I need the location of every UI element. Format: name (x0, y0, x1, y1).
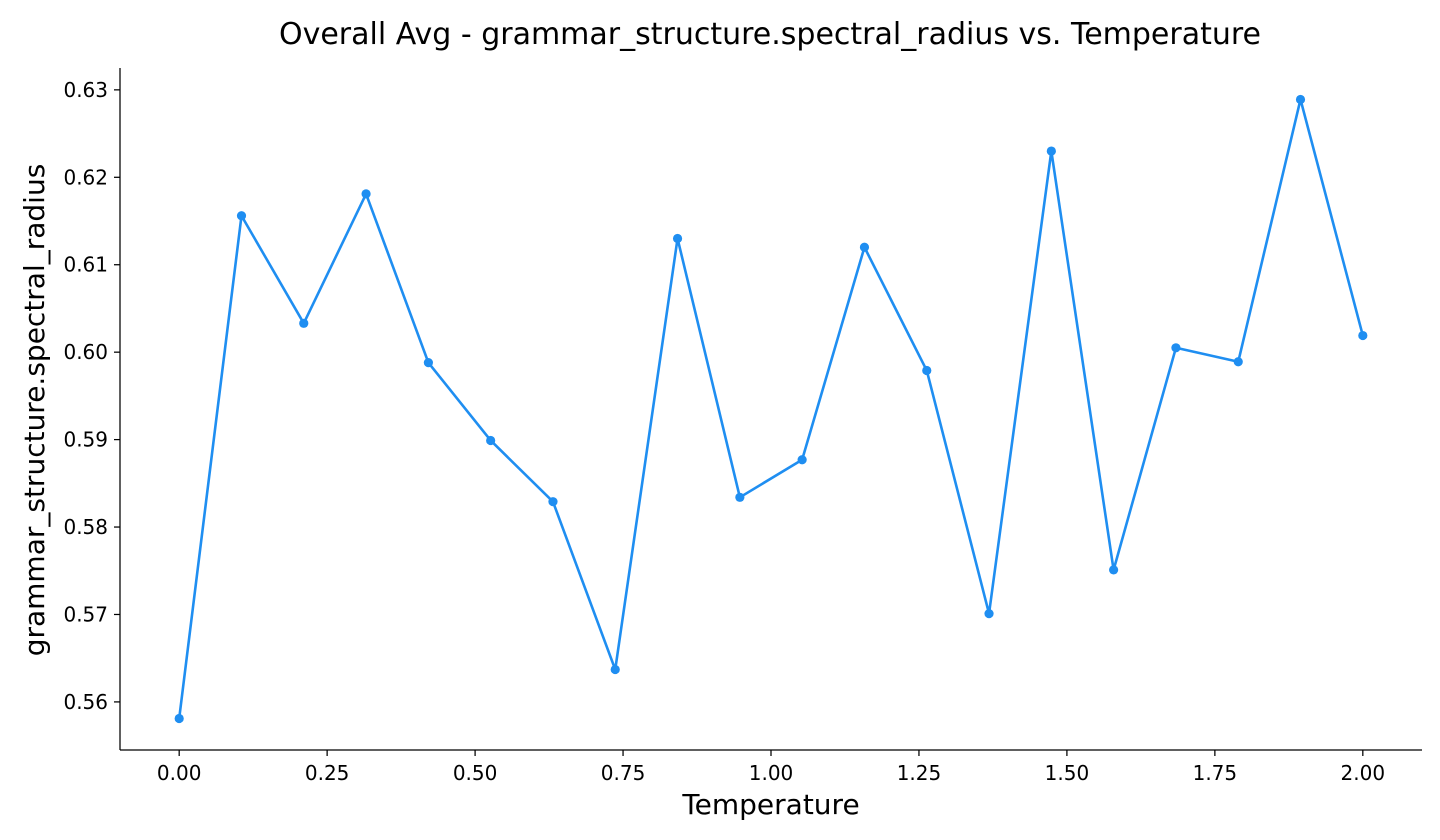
x-tick-label: 1.75 (1193, 761, 1238, 785)
data-point (548, 497, 558, 507)
x-tick-label: 0.75 (601, 761, 646, 785)
data-point (922, 365, 932, 376)
data-point (299, 318, 309, 328)
data-point (174, 713, 184, 724)
series-line (177, 98, 1365, 720)
x-tick-label: 0.50 (453, 761, 498, 785)
chart-title: Overall Avg - grammar_structure.spectral… (279, 17, 1261, 52)
data-point (672, 233, 683, 244)
x-tick-label: 1.25 (897, 761, 942, 785)
data-point (797, 455, 807, 465)
x-tick-label: 1.00 (749, 761, 794, 785)
y-tick-label: 0.61 (63, 253, 108, 277)
data-point (859, 242, 870, 252)
y-tick-label: 0.63 (63, 78, 108, 102)
y-axis-label: grammar_structure.spectral_radius (18, 164, 51, 657)
y-axis-ticks: 0.56 0.57 0.58 0.59 0.60 0.61 0.62 0.63 (63, 78, 120, 714)
x-tick-label: 0.00 (157, 761, 202, 785)
data-point (423, 358, 433, 368)
data-point (1046, 146, 1056, 156)
data-point (1171, 343, 1181, 353)
data-point (361, 189, 371, 199)
y-tick-label: 0.58 (63, 515, 108, 539)
data-point (984, 609, 994, 619)
data-point (735, 492, 745, 502)
y-tick-label: 0.56 (63, 690, 108, 714)
y-tick-label: 0.57 (63, 602, 108, 626)
series-layer (174, 94, 1368, 724)
data-point (236, 211, 247, 221)
data-point (610, 664, 620, 675)
x-axis-ticks: 0.00 0.25 0.50 0.75 1.00 1.25 1.50 1.75 2.00 (157, 750, 1385, 785)
data-point (1109, 565, 1119, 575)
data-point (1358, 330, 1368, 341)
x-tick-label: 1.50 (1045, 761, 1090, 785)
data-point (486, 435, 496, 446)
y-tick-label: 0.60 (63, 340, 108, 364)
x-tick-label: 2.00 (1341, 761, 1386, 785)
y-tick-label: 0.62 (63, 165, 108, 189)
x-axis-label: Temperature (681, 788, 859, 821)
y-tick-label: 0.59 (63, 428, 108, 452)
data-point (1295, 94, 1306, 105)
data-point (1233, 357, 1243, 367)
x-tick-label: 0.25 (305, 761, 350, 785)
